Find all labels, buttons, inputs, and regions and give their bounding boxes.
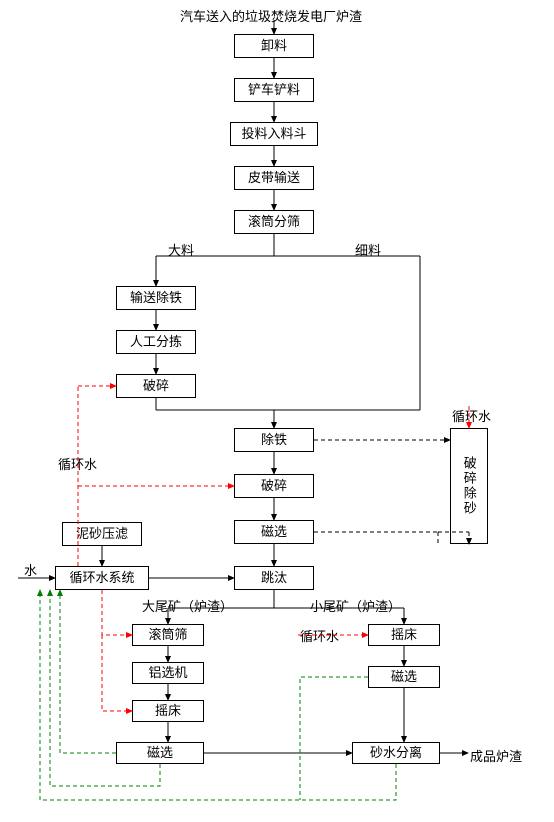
node-shaker-right: 摇床 — [368, 624, 440, 646]
node-hopper: 投料入料斗 — [230, 122, 318, 146]
node-crush-left: 破碎 — [116, 374, 196, 398]
node-conv-deiron: 输送除铁 — [116, 286, 196, 310]
node-mag-left: 磁选 — [116, 742, 204, 764]
label-cyc-mid: 循环水 — [300, 626, 339, 645]
node-drum-sieve: 滚筒分筛 — [234, 210, 314, 234]
label-small: 细料 — [355, 240, 381, 259]
node-sand-sep: 砂水分离 — [352, 742, 440, 764]
node-water-system: 循环水系统 — [55, 566, 149, 590]
label-cyc-left: 循环水 — [58, 454, 97, 473]
label-big: 大料 — [168, 240, 194, 259]
flowchart-title: 汽车送入的垃圾焚烧发电厂炉渣 — [180, 6, 362, 25]
node-manual-sort: 人工分拣 — [116, 330, 196, 354]
node-mag1: 磁选 — [234, 520, 314, 544]
label-cyc-right: 循环水 — [452, 406, 491, 425]
node-loader: 铲车铲料 — [234, 78, 314, 102]
node-jig: 跳汰 — [234, 566, 314, 590]
node-belt: 皮带输送 — [234, 166, 314, 190]
node-crush-center: 破碎 — [234, 474, 314, 498]
label-water: 水 — [24, 560, 37, 579]
label-output: 成品炉渣 — [470, 746, 522, 765]
node-mag-right: 磁选 — [368, 666, 440, 688]
node-deiron: 除铁 — [234, 428, 314, 452]
node-shaker-left: 摇床 — [132, 700, 204, 722]
flowchart-canvas: 汽车送入的垃圾焚烧发电厂炉渣 卸料 铲车铲料 投料入料斗 皮带输送 滚筒分筛 输… — [0, 0, 554, 822]
node-crush-desand: 破碎除砂 — [450, 428, 488, 544]
node-drum-sieve2: 滚筒筛 — [132, 624, 204, 646]
node-mud-press: 泥砂压滤 — [62, 522, 142, 546]
label-tail2: 小尾矿（炉渣） — [310, 596, 401, 615]
label-tail1: 大尾矿（炉渣） — [142, 596, 233, 615]
node-al-sel: 铝选机 — [132, 662, 204, 684]
node-unload: 卸料 — [234, 34, 314, 58]
